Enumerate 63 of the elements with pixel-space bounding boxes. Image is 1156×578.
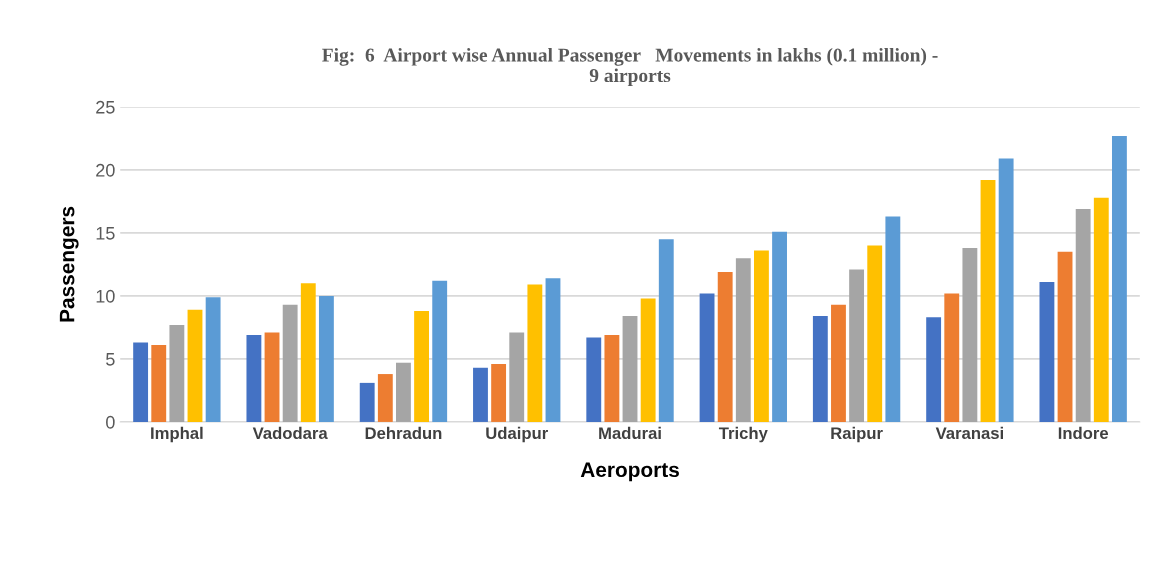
bar [980, 180, 996, 422]
y-axis-title: Passengers [59, 206, 79, 322]
x-tick-label: Imphal [151, 426, 203, 443]
bar [414, 311, 429, 422]
bar [151, 345, 167, 422]
bar [545, 278, 561, 422]
y-tick-label: 25 [96, 100, 115, 114]
bar [586, 337, 602, 422]
bar [867, 245, 883, 422]
bar [1039, 282, 1055, 422]
bar [812, 316, 828, 422]
bar [318, 295, 334, 422]
bar [377, 374, 393, 422]
bar [359, 382, 375, 422]
bar [885, 216, 901, 422]
bar [473, 367, 488, 422]
bar [264, 332, 280, 422]
bar [658, 239, 674, 422]
bar [926, 317, 942, 422]
bar [717, 272, 733, 422]
bar [849, 269, 865, 422]
bar [527, 284, 543, 422]
bar [432, 280, 448, 422]
x-tick-label: Indore [1058, 426, 1109, 440]
bar [187, 309, 203, 422]
bar [205, 297, 221, 422]
bar [754, 250, 769, 422]
bar [1111, 135, 1127, 422]
bar [300, 283, 316, 422]
bar [1093, 197, 1109, 422]
x-tick-label: Raipur [831, 426, 883, 443]
bar [962, 248, 978, 422]
bar [133, 342, 149, 422]
bar [998, 158, 1014, 422]
x-tick-label: Trichy [718, 426, 768, 443]
x-tick-label: Vadodara [252, 426, 328, 440]
bar [1075, 208, 1091, 422]
bar [246, 335, 262, 422]
bar [491, 363, 507, 422]
x-tick-label: Varanasi [935, 426, 1003, 440]
y-tick-label: 0 [106, 415, 115, 429]
bar [735, 258, 751, 422]
chart-title: Fig: 6 Airport wise Annual Passenger Movements in lakhs (0.1 million) - 9 airports [322, 47, 938, 87]
bar [604, 335, 620, 422]
bar [622, 316, 638, 422]
bar [282, 304, 298, 422]
x-tick-label: Madurai [599, 426, 661, 440]
x-tick-label: Udaipur [486, 426, 548, 443]
x-tick-label: Dehradun [365, 426, 442, 440]
bar [831, 304, 846, 422]
y-tick-label: 10 [96, 289, 115, 303]
y-tick-label: 15 [96, 227, 115, 240]
bar [509, 332, 525, 422]
y-tick-label: 5 [106, 353, 115, 366]
bar [396, 362, 411, 422]
x-axis-title: Aeroports [580, 462, 679, 482]
bar [640, 298, 656, 422]
bar [944, 293, 960, 422]
bar [1057, 251, 1073, 422]
bar [699, 293, 715, 422]
bar [169, 324, 185, 422]
y-tick-label: 20 [96, 163, 115, 177]
bar [772, 231, 787, 422]
